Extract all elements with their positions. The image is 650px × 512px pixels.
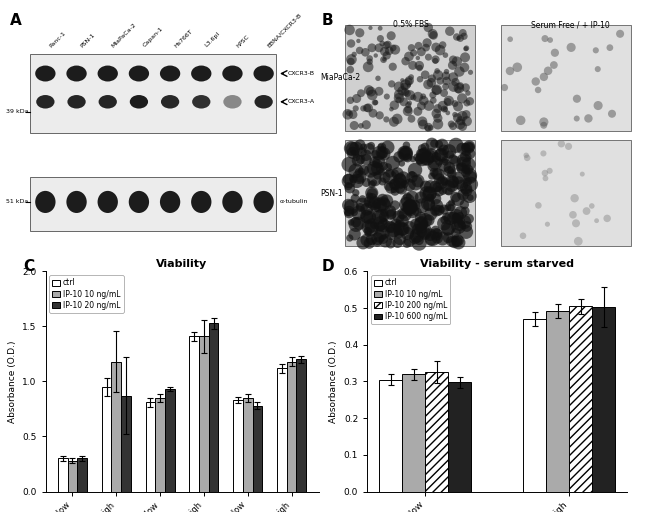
Ellipse shape [35,191,55,213]
Ellipse shape [98,66,118,81]
Bar [546,311,569,492]
Text: CXCR3-A: CXCR3-A [287,99,315,104]
Y-axis label: Absorbance (O.D.): Absorbance (O.D.) [8,340,16,423]
Text: EBNA/CXCR3-B: EBNA/CXCR3-B [266,12,303,48]
Bar [569,306,592,492]
Bar [379,379,402,492]
Bar [121,396,131,492]
Text: α-tubulin: α-tubulin [280,200,309,204]
Bar [287,361,296,492]
Bar [209,323,218,492]
Title: Viability - serum starved: Viability - serum starved [421,259,574,269]
Ellipse shape [161,95,179,109]
Ellipse shape [191,191,211,213]
Text: CXCR3-B: CXCR3-B [287,71,315,76]
Ellipse shape [129,191,149,213]
Bar [448,382,471,492]
Bar [402,374,425,492]
Text: PSN-1: PSN-1 [320,189,343,198]
Bar [189,336,199,492]
Text: 51 kDa: 51 kDa [6,200,29,204]
Bar [253,406,262,492]
Ellipse shape [130,95,148,109]
Ellipse shape [99,95,117,109]
Text: PSN-1: PSN-1 [79,32,96,48]
Text: MiaPaCa-2: MiaPaCa-2 [320,73,360,82]
Title: Viability: Viability [157,259,207,269]
Ellipse shape [36,95,55,109]
Bar [592,307,616,492]
Bar [233,400,243,492]
Text: hPSC: hPSC [235,34,250,48]
Text: 0.5% FBS: 0.5% FBS [393,20,429,29]
Text: L3.6pl: L3.6pl [204,31,222,48]
Ellipse shape [129,66,149,81]
Legend: ctrl, IP-10 10 ng/mL, IP-10 200 ng/mL, IP-10 600 ng/mL: ctrl, IP-10 10 ng/mL, IP-10 200 ng/mL, I… [371,275,450,324]
Ellipse shape [255,95,273,109]
Bar [277,368,287,492]
Ellipse shape [98,191,118,213]
Text: 39 kDa: 39 kDa [6,109,29,114]
Ellipse shape [160,191,180,213]
Bar [58,459,68,492]
Text: MiaPaCa-2: MiaPaCa-2 [111,22,137,48]
Text: A: A [10,13,21,28]
Bar [296,359,306,492]
Bar [425,372,448,492]
Bar [111,361,121,492]
Text: Panc-1: Panc-1 [48,30,67,48]
Ellipse shape [222,66,242,81]
Text: Capan-1: Capan-1 [142,26,164,48]
Ellipse shape [35,66,55,81]
Bar [165,389,175,492]
Bar [243,398,253,492]
Ellipse shape [191,66,211,81]
Bar [68,461,77,492]
Bar [155,398,165,492]
Ellipse shape [192,95,211,109]
Ellipse shape [160,66,180,81]
Ellipse shape [224,95,242,109]
Bar [102,387,111,492]
Bar [77,459,87,492]
Bar [146,402,155,492]
Bar [523,319,546,492]
Text: C: C [23,259,34,273]
Text: D: D [322,259,334,273]
Text: Hs766T: Hs766T [173,28,193,48]
Bar [199,336,209,492]
Ellipse shape [222,191,242,213]
Y-axis label: Absorbance (O.D.): Absorbance (O.D.) [330,340,338,423]
Ellipse shape [68,95,86,109]
Text: Serum Free / + IP-10: Serum Free / + IP-10 [531,20,610,29]
Ellipse shape [66,191,86,213]
Ellipse shape [254,66,274,81]
Text: B: B [322,13,333,28]
Legend: ctrl, IP-10 10 ng/mL, IP-10 20 ng/mL: ctrl, IP-10 10 ng/mL, IP-10 20 ng/mL [49,275,124,313]
Ellipse shape [66,66,86,81]
Ellipse shape [254,191,274,213]
